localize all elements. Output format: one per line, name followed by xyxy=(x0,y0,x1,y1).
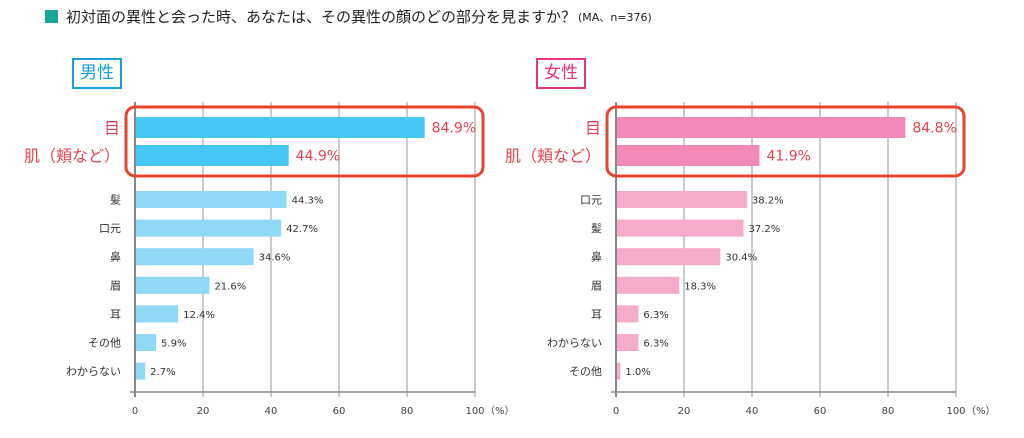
female-value-label: 84.8% xyxy=(912,121,956,137)
female-x-unit: （%） xyxy=(966,405,996,417)
male-category-label: その他 xyxy=(88,337,121,350)
female-bar xyxy=(617,362,621,380)
female-bar xyxy=(617,219,744,237)
male-value-label: 34.6% xyxy=(259,253,291,264)
male-bar xyxy=(136,305,179,323)
male-x-tick-label: 60 xyxy=(333,406,346,417)
female-x-tick-label: 20 xyxy=(678,406,691,417)
female-value-label: 6.3% xyxy=(643,339,668,350)
female-category-label: 耳 xyxy=(591,308,602,321)
male-x-tick-label: 80 xyxy=(401,406,414,417)
female-category-label: 眉 xyxy=(591,279,602,292)
female-x-tick-label: 80 xyxy=(882,406,895,417)
male-bar xyxy=(136,276,210,294)
male-highlight-box xyxy=(124,105,485,178)
male-x-tick-label: 20 xyxy=(197,406,210,417)
male-category-label: 肌（頬など） xyxy=(24,147,120,166)
female-value-label: 41.9% xyxy=(766,149,810,165)
female-category-label: 口元 xyxy=(580,194,602,207)
title-note: (MA、n=376) xyxy=(578,10,652,24)
female-category-label: 鼻 xyxy=(591,250,602,264)
male-bar xyxy=(136,145,289,166)
female-bar xyxy=(617,145,760,166)
male-category-label: 口元 xyxy=(99,222,121,235)
male-x-unit: （%） xyxy=(485,405,515,417)
male-bar xyxy=(136,117,425,138)
female-value-label: 6.3% xyxy=(643,310,668,321)
female-bar xyxy=(617,305,639,323)
female-value-label: 30.4% xyxy=(725,253,757,264)
male-bar xyxy=(136,334,157,351)
male-value-label: 42.7% xyxy=(286,224,318,235)
female-highlight-box xyxy=(605,105,966,178)
male-value-label: 44.9% xyxy=(296,149,340,165)
male-x-tick-label: 100 xyxy=(465,406,484,417)
female-category-label: 目 xyxy=(585,119,601,138)
female-value-label: 37.2% xyxy=(748,224,780,235)
male-category-label: 鼻 xyxy=(110,250,121,264)
female-category-label: その他 xyxy=(569,365,602,378)
female-category-label: 髪 xyxy=(591,221,602,235)
male-value-label: 21.6% xyxy=(214,281,246,292)
female-category-label: 肌（頬など） xyxy=(505,147,601,166)
female-bar xyxy=(617,276,680,294)
female-bar xyxy=(617,248,721,266)
male-value-label: 44.3% xyxy=(292,196,324,207)
female-panel-label: 女性 xyxy=(536,58,586,89)
male-bar xyxy=(136,191,287,208)
male-bar xyxy=(136,362,146,380)
female-value-label: 18.3% xyxy=(684,281,716,292)
female-bar xyxy=(617,191,747,208)
title-square-icon xyxy=(45,10,58,23)
male-category-label: 目 xyxy=(104,119,120,138)
female-x-tick-label: 100 xyxy=(946,406,965,417)
male-bar xyxy=(136,248,254,266)
female-value-label: 38.2% xyxy=(752,196,784,207)
male-value-label: 5.9% xyxy=(161,339,186,350)
male-category-label: わからない xyxy=(66,365,121,378)
female-category-label: わからない xyxy=(547,337,602,350)
male-bar xyxy=(136,219,282,237)
female-x-tick-label: 60 xyxy=(814,406,827,417)
male-x-tick-label: 0 xyxy=(132,406,138,417)
male-value-label: 2.7% xyxy=(150,367,175,378)
female-x-tick-label: 40 xyxy=(746,406,759,417)
male-value-label: 12.4% xyxy=(183,310,215,321)
male-category-label: 眉 xyxy=(110,279,121,292)
male-category-label: 耳 xyxy=(110,308,121,321)
female-value-label: 1.0% xyxy=(625,367,650,378)
male-value-label: 84.9% xyxy=(432,121,476,137)
female-bar xyxy=(617,117,906,138)
male-category-label: 髪 xyxy=(110,193,121,207)
female-x-tick-label: 0 xyxy=(613,406,619,417)
title-text: 初対面の異性と会った時、あなたは、その異性の顔のどの部分を見ますか？ xyxy=(66,8,577,26)
chart-title: 初対面の異性と会った時、あなたは、その異性の顔のどの部分を見ますか？ (MA、n… xyxy=(45,6,652,27)
male-x-tick-label: 40 xyxy=(265,406,278,417)
male-panel-label: 男性 xyxy=(72,58,122,89)
female-bar xyxy=(617,334,639,351)
